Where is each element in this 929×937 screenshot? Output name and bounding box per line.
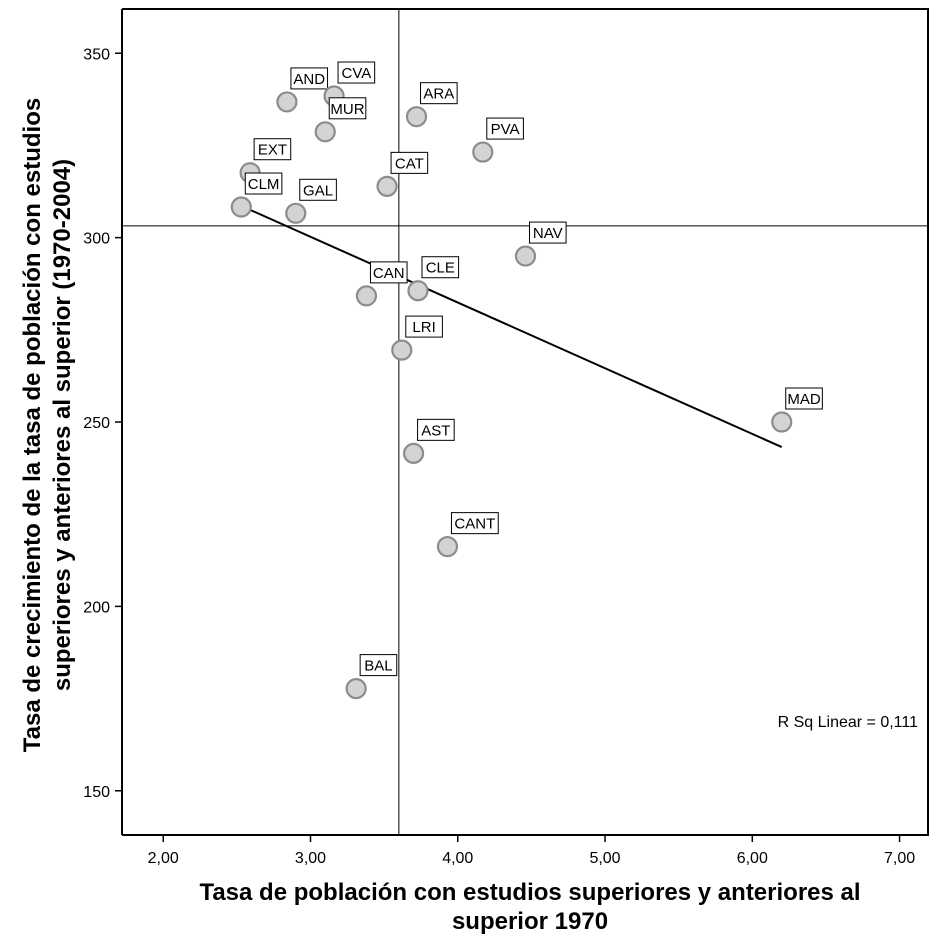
point-label: LRI [412, 319, 435, 336]
point-marker [314, 121, 336, 143]
point-marker [376, 175, 398, 197]
x-tick-label: 7,00 [884, 850, 915, 867]
data-point-mur: MUR [314, 97, 367, 143]
data-point-and: AND [276, 67, 329, 113]
point-label-box [299, 178, 337, 201]
point-label-box [486, 117, 524, 140]
point-label-box [390, 151, 429, 174]
data-point-pva: PVA [472, 117, 524, 163]
point-label: CAT [395, 155, 424, 172]
data-point-cle: CLE [407, 256, 460, 302]
point-label-box [290, 67, 329, 90]
point-marker [230, 196, 252, 218]
x-tick-label: 2,00 [148, 850, 179, 867]
data-points: AND CVA ARA MUR PVA EXT CAT CLM GAL NAV CLE CAN LRI M… [230, 61, 823, 700]
point-label: MAD [787, 391, 821, 408]
data-point-cat: CAT [376, 151, 429, 197]
point-marker [407, 280, 429, 302]
data-point-can: CAN [355, 261, 408, 307]
point-label: MUR [330, 101, 364, 118]
point-label-box [421, 256, 460, 279]
point-label: ARA [423, 86, 454, 103]
point-label-box [417, 418, 455, 441]
point-label-box [244, 172, 283, 195]
data-point-ara: ARA [405, 82, 458, 128]
point-label: CLM [248, 176, 280, 193]
data-point-mad: MAD [771, 387, 823, 433]
point-label-box [328, 97, 367, 120]
point-label-box [529, 221, 567, 244]
point-label: NAV [533, 225, 563, 242]
data-point-nav: NAV [514, 221, 567, 267]
point-label: EXT [258, 142, 287, 159]
point-marker [514, 245, 537, 267]
point-marker [771, 411, 793, 433]
point-label-box [785, 387, 823, 410]
data-point-cant: CANT [436, 512, 499, 558]
point-label-box [337, 61, 376, 84]
axes: 2,00 3,00 4,00 5,00 6,00 7,00 150 200 250 300 350 [83, 8, 929, 867]
point-label: PVA [491, 121, 520, 138]
point-label: CAN [373, 265, 405, 282]
data-point-gal: GAL [285, 178, 337, 224]
y-tick-label: 350 [83, 46, 110, 63]
x-tick-label: 5,00 [589, 850, 620, 867]
point-label-box [420, 82, 458, 105]
point-marker [405, 106, 428, 128]
point-label: CLE [426, 260, 455, 277]
point-label-box [450, 512, 499, 535]
y-tick-label: 300 [83, 231, 110, 248]
y-axis-title-line1: Tasa de crecimiento de la tasa de poblac… [19, 98, 46, 752]
x-tick-label: 6,00 [737, 850, 768, 867]
y-axis-title-line2: superiores y anteriores al superior (197… [49, 159, 76, 691]
point-marker [391, 339, 413, 361]
point-label: BAL [364, 658, 392, 675]
point-label-box [253, 138, 292, 161]
point-marker [402, 442, 425, 464]
y-tick-label: 200 [83, 599, 110, 616]
data-point-ext: EXT [239, 138, 292, 184]
reference-lines [122, 9, 929, 835]
point-label: AND [293, 71, 325, 88]
x-tick-label: 4,00 [442, 850, 473, 867]
point-marker [345, 678, 367, 700]
point-label: CVA [341, 65, 371, 82]
point-marker [285, 202, 307, 224]
point-label: CANT [454, 516, 495, 533]
x-axis-title-line1: Tasa de población con estudios superiore… [199, 879, 860, 906]
point-label-box [369, 261, 408, 284]
x-tick-label: 3,00 [295, 850, 326, 867]
point-marker [355, 285, 378, 307]
r-squared-annotation: R Sq Linear = 0,111 [778, 714, 918, 731]
data-point-bal: BAL [345, 654, 398, 700]
point-marker [276, 91, 298, 113]
data-point-clm: CLM [230, 172, 283, 218]
linear-fit-line [240, 204, 783, 448]
point-marker [472, 141, 494, 163]
y-tick-label: 150 [83, 784, 110, 801]
data-point-ast: AST [402, 418, 455, 464]
point-label-box [359, 654, 398, 677]
point-label: AST [421, 422, 450, 439]
point-label-box [405, 315, 443, 338]
x-axis-title-line2: superior 1970 [452, 908, 608, 935]
point-marker [436, 536, 459, 558]
fit-line-group [240, 204, 783, 448]
y-tick-label: 250 [83, 415, 110, 432]
point-label: GAL [303, 182, 333, 199]
data-point-lri: LRI [391, 315, 443, 361]
